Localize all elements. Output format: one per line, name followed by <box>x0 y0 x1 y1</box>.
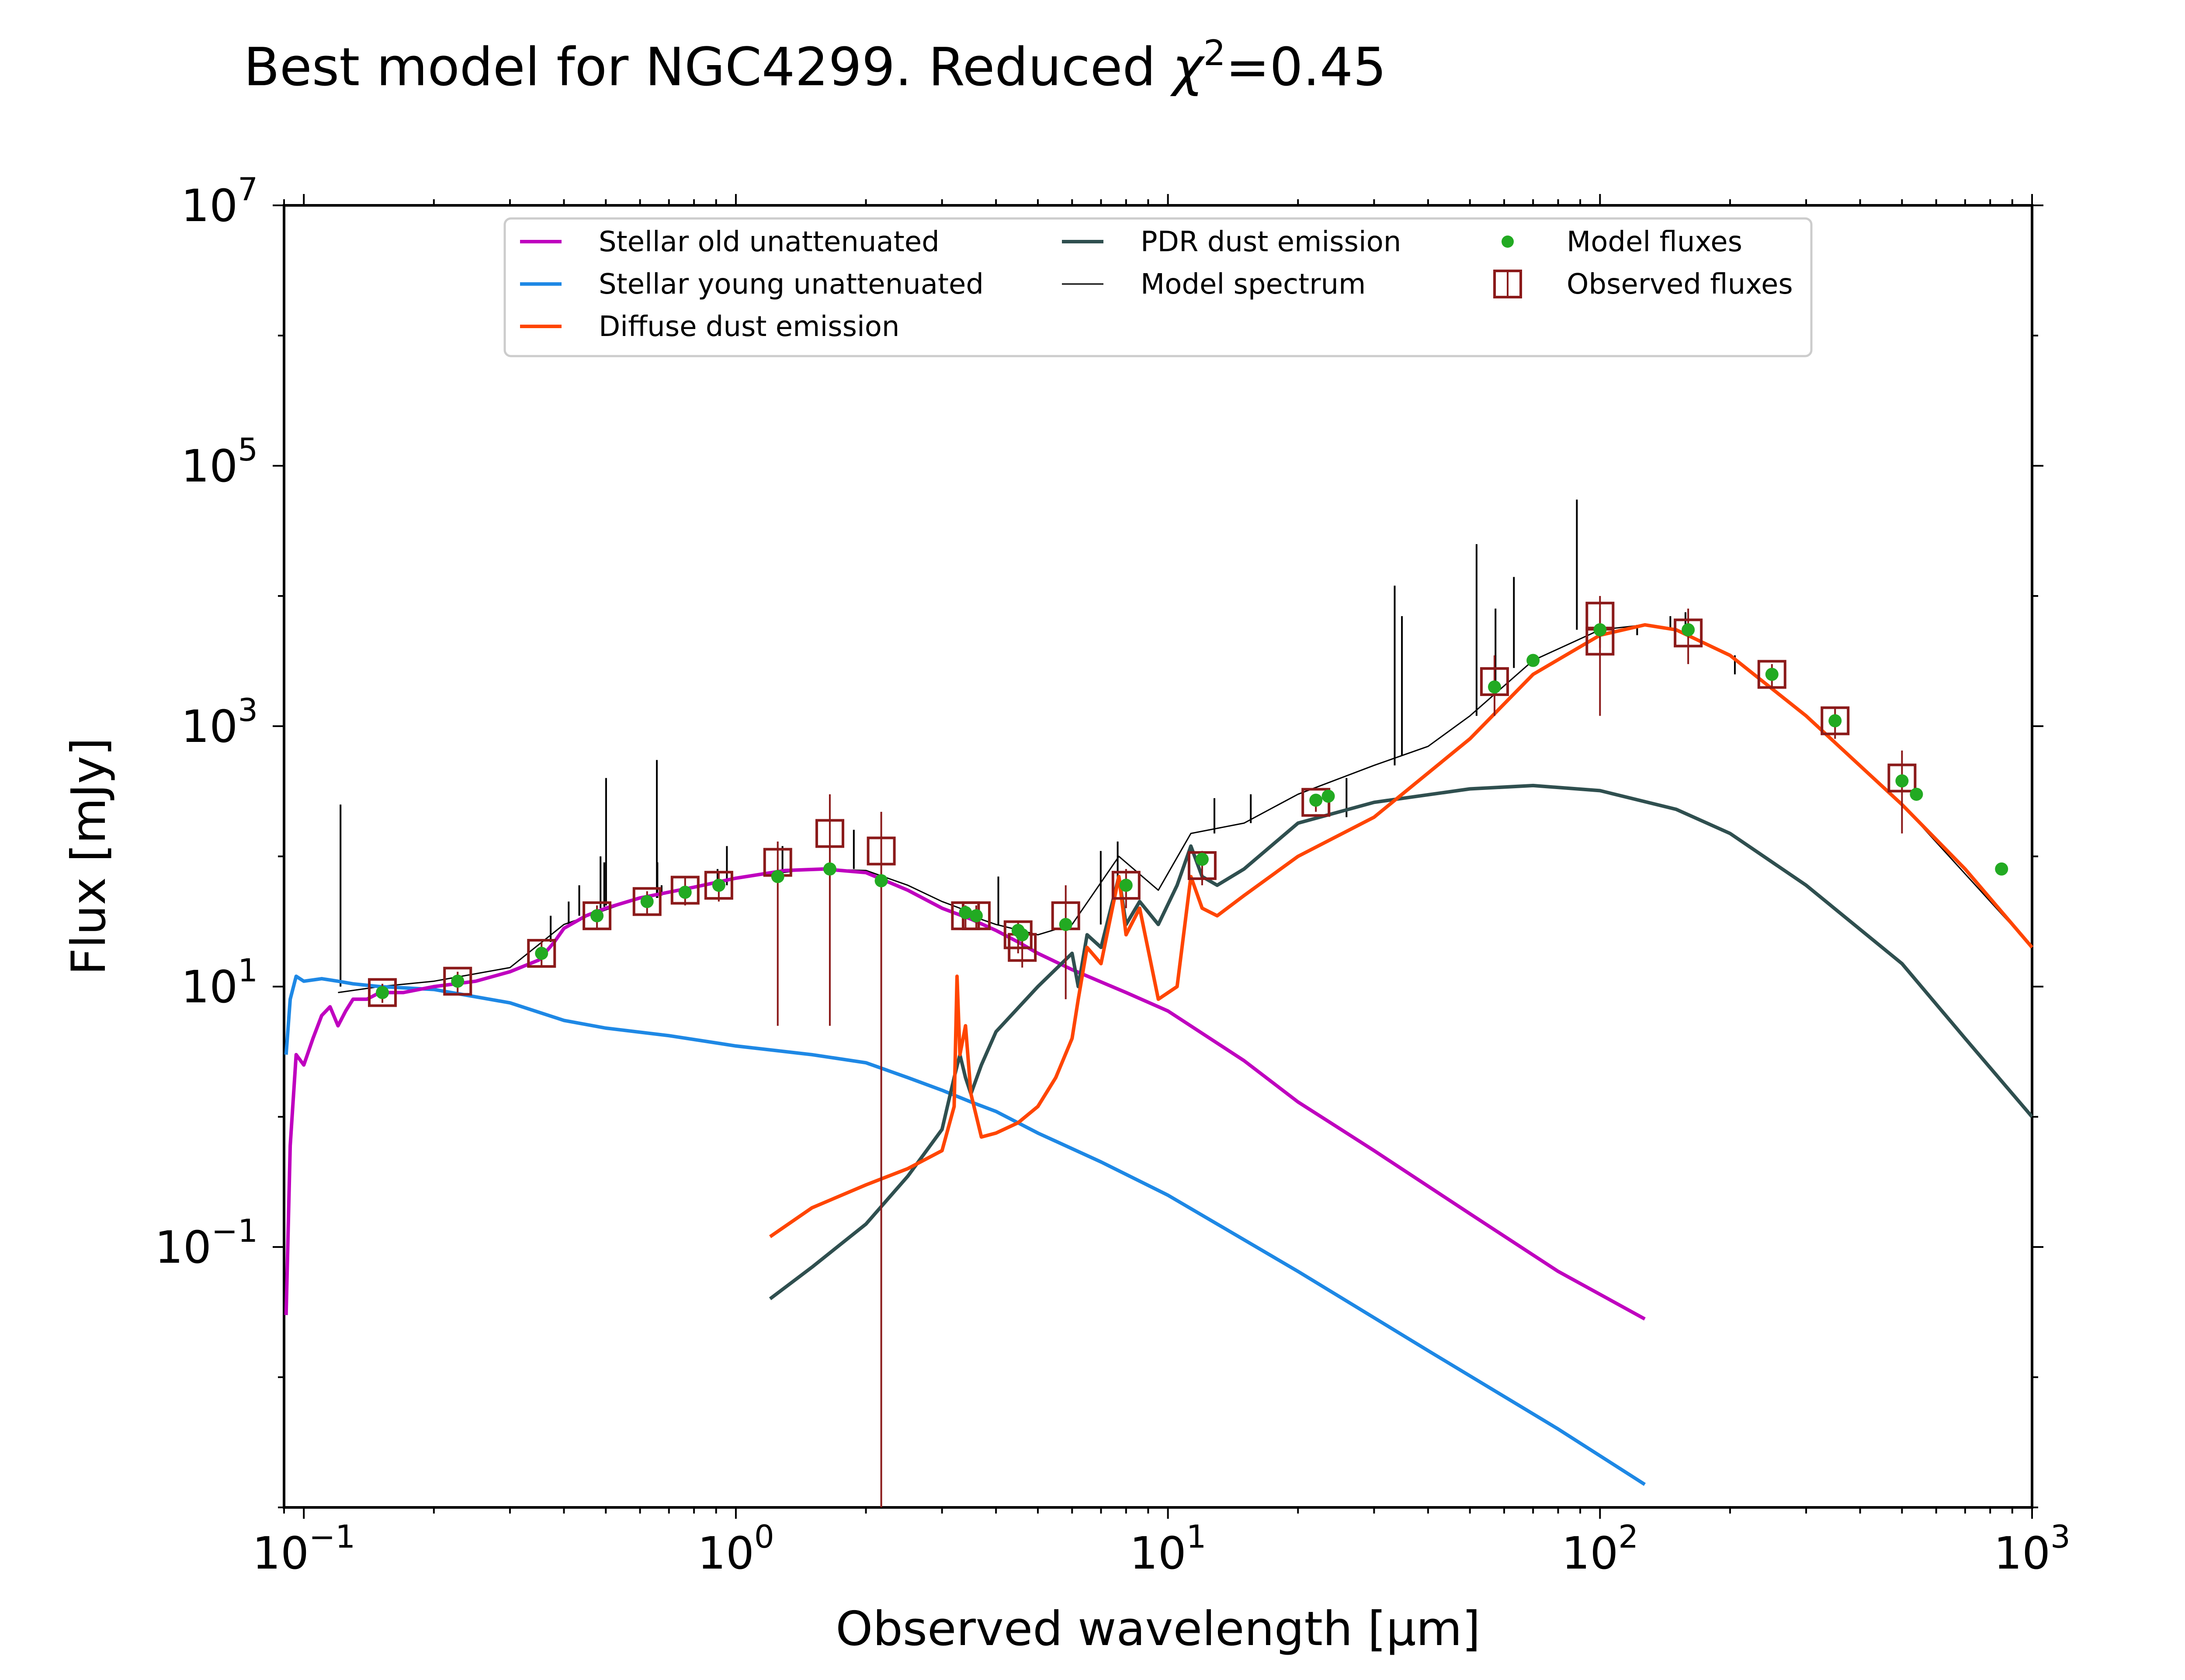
model-flux-point <box>590 909 604 922</box>
y-tick-label: 107 <box>181 171 258 232</box>
diffuse-dust-emission-legend-label: Diffuse dust emission <box>599 311 899 343</box>
y-tick-label: 103 <box>181 692 258 753</box>
stellar-young-unattenuated-line <box>284 974 1646 1486</box>
x-tick-label: 102 <box>1562 1518 1639 1580</box>
model-fluxes-legend-marker <box>1502 236 1514 248</box>
axis-layer: 10−1 100 101 102 103 10−1 101 103 105 107 <box>155 171 2071 1580</box>
model-flux-point <box>1995 862 2008 876</box>
observed-flux-marker <box>1757 660 1786 689</box>
model-flux-point <box>1195 852 1209 866</box>
observed-flux-marker <box>632 887 662 916</box>
model-spectrum-legend-label: Model spectrum <box>1141 268 1366 301</box>
y-tick-label: 10−1 <box>155 1212 258 1274</box>
model-flux-point <box>874 874 888 887</box>
observed-flux-marker <box>1887 763 1917 793</box>
y-tick-label: 101 <box>181 952 258 1013</box>
plot-frame <box>283 204 2033 1509</box>
x-tick-label: 100 <box>697 1518 774 1580</box>
diffuse-dust-emission-line <box>769 623 2034 1238</box>
x-tick-label: 103 <box>1994 1518 2071 1580</box>
model-flux-point <box>1309 793 1323 807</box>
observed-flux-marker <box>1821 706 1850 735</box>
model-flux-point <box>1895 774 1909 788</box>
model-flux-point <box>1526 654 1540 667</box>
model-flux-point <box>1910 787 1923 801</box>
observed-flux-marker <box>368 978 397 1007</box>
legend-frame <box>503 217 1813 357</box>
model-flux-point <box>1828 714 1842 727</box>
model-fluxes-legend-label: Model fluxes <box>1567 226 1742 258</box>
model-flux-point <box>1059 918 1072 931</box>
plot-area <box>283 204 2033 1509</box>
model-flux-point <box>640 895 654 908</box>
model-flux-point <box>1593 623 1607 637</box>
model-flux-point <box>1119 879 1133 892</box>
legend: Stellar old unattenuated Stellar young un… <box>503 217 1813 357</box>
chart-title: Best model for NGC4299. Reduced χ2=0.45 <box>244 33 1387 98</box>
observed-flux-marker <box>670 876 700 905</box>
stellar-young-unattenuated-legend-label: Stellar young unattenuated <box>599 268 984 301</box>
observed-flux-marker <box>815 819 844 848</box>
model-flux-point <box>712 879 725 892</box>
model-flux-point <box>1765 668 1779 681</box>
model-flux-point <box>376 986 389 999</box>
model-flux-point <box>678 886 692 899</box>
stellar-old-unattenuated-legend-label: Stellar old unattenuated <box>599 226 940 258</box>
observed-flux-marker <box>1674 618 1703 648</box>
model-flux-point <box>771 870 784 883</box>
observed-flux-marker <box>1480 667 1509 696</box>
observed-flux-marker <box>527 939 556 968</box>
observed-flux-marker <box>583 901 612 930</box>
observed-flux-marker <box>867 836 896 866</box>
x-axis-label: Observed wavelength [μm] <box>836 1602 1481 1656</box>
model-flux-point <box>535 946 548 960</box>
x-tick-label: 101 <box>1130 1518 1207 1580</box>
model-flux-point <box>1321 790 1335 803</box>
stellar-old-unattenuated-line <box>284 867 1646 1321</box>
model-flux-point <box>1016 928 1029 942</box>
observed-flux-marker <box>443 966 472 996</box>
pdr-dust-emission-legend-label: PDR dust emission <box>1141 226 1401 258</box>
model-flux-point <box>823 862 836 876</box>
observed-fluxes-legend-label: Observed fluxes <box>1567 268 1793 301</box>
y-axis-label: Flux [mJy] <box>62 738 116 975</box>
observed-flux-marker <box>704 871 733 900</box>
model-flux-point <box>959 906 972 919</box>
model-flux-point <box>451 974 465 988</box>
pdr-dust-emission-line <box>769 783 2034 1300</box>
observed-flux-marker <box>1187 851 1217 880</box>
model-flux-point <box>1682 623 1695 637</box>
series-layer <box>284 499 2034 1507</box>
x-tick-label: 10−1 <box>252 1518 355 1580</box>
model-flux-point <box>1488 680 1501 694</box>
model-spectrum-line <box>338 624 2033 994</box>
model-flux-point <box>969 909 983 922</box>
observed-flux-marker <box>1111 871 1141 900</box>
y-tick-label: 105 <box>181 431 258 492</box>
